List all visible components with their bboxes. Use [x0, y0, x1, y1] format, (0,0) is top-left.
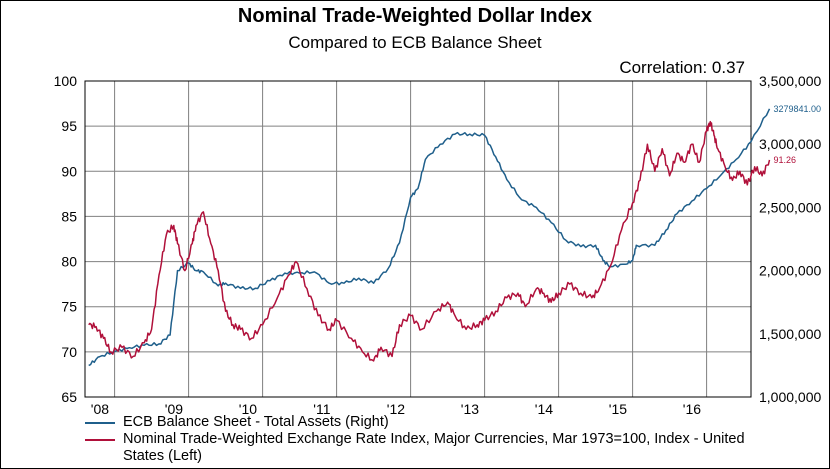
right-tick-label: 1,000,000 [759, 389, 821, 405]
series-line-0 [88, 108, 771, 367]
x-tick-label: '13 [461, 401, 479, 417]
x-tick-label: '10 [239, 401, 257, 417]
grid-lines [85, 80, 751, 398]
correlation-annotation: Correlation: 0.37 [619, 58, 745, 77]
x-tick-label: '15 [609, 401, 627, 417]
right-axis-ticks: 3,500,000 3,000,000 2,500,000 2,000,000 1,50… [759, 73, 821, 405]
series-line-1 [88, 120, 771, 362]
x-tick-label: '12 [387, 401, 405, 417]
x-tick-label: '16 [683, 401, 701, 417]
right-tick-label: 3,500,000 [759, 73, 821, 89]
left-tick-label: 90 [61, 163, 77, 179]
left-tick-label: 75 [61, 299, 77, 315]
left-tick-label: 65 [61, 389, 77, 405]
series-end-label-0: 3279841.00 [774, 104, 822, 114]
right-tick-label: 1,500,000 [759, 326, 821, 342]
right-tick-label: 2,000,000 [759, 263, 821, 279]
chart-subtitle: Compared to ECB Balance Sheet [288, 33, 542, 52]
right-tick-label: 2,500,000 [759, 199, 821, 215]
legend-swatch-dollar-index [85, 439, 115, 441]
legend: ECB Balance Sheet - Total Assets (Right)… [85, 414, 783, 465]
right-tick-label: 3,000,000 [759, 136, 821, 152]
legend-entry-dollar-index: Nominal Trade-Weighted Exchange Rate Ind… [85, 431, 783, 465]
left-tick-label: 85 [61, 208, 77, 224]
left-tick-label: 70 [61, 344, 77, 360]
left-axis-ticks: 100 95 90 85 80 75 70 65 [54, 73, 78, 405]
legend-label-ecb: ECB Balance Sheet - Total Assets (Right) [123, 414, 389, 430]
legend-label-dollar-index: Nominal Trade-Weighted Exchange Rate Ind… [123, 431, 745, 464]
x-axis-ticks: '08 '09 '10 '11 '12 '13 '14 '15 '16 [91, 401, 701, 417]
legend-swatch-ecb [85, 422, 115, 424]
left-tick-label: 95 [61, 118, 77, 134]
legend-entry-ecb: ECB Balance Sheet - Total Assets (Right) [85, 414, 783, 431]
left-tick-label: 100 [54, 73, 78, 89]
series-layer: 3279841.00 91.26 [88, 104, 822, 367]
x-tick-label: '09 [165, 401, 183, 417]
plot-area-border [84, 80, 752, 398]
x-tick-label: '14 [535, 401, 553, 417]
chart-title: Nominal Trade-Weighted Dollar Index [237, 5, 593, 27]
x-tick-label: '08 [91, 401, 109, 417]
series-end-label-1: 91.26 [774, 155, 797, 165]
x-tick-label: '11 [313, 401, 330, 417]
left-tick-label: 80 [61, 254, 77, 270]
